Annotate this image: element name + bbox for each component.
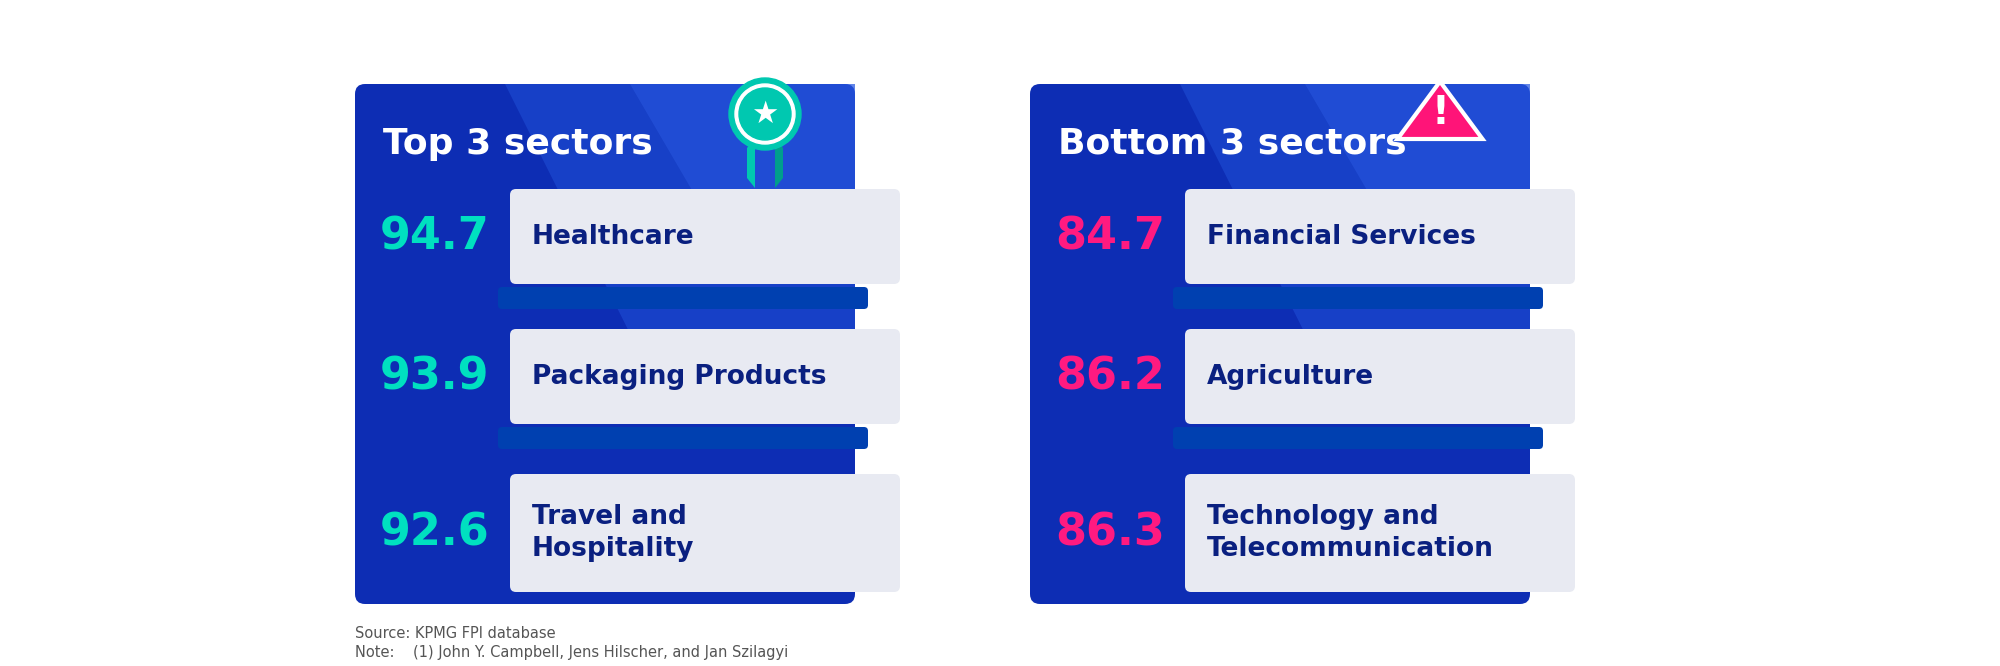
Polygon shape (748, 138, 756, 188)
Text: Technology and
Telecommunication: Technology and Telecommunication (1208, 505, 1494, 561)
FancyBboxPatch shape (510, 474, 900, 592)
Text: Travel and
Hospitality: Travel and Hospitality (532, 505, 694, 561)
FancyBboxPatch shape (1030, 84, 1530, 604)
FancyBboxPatch shape (498, 427, 868, 449)
Text: Source: KPMG FPI database: Source: KPMG FPI database (356, 627, 556, 641)
Polygon shape (1304, 84, 1530, 282)
Polygon shape (1398, 81, 1482, 139)
Text: 93.9: 93.9 (380, 355, 490, 398)
Polygon shape (776, 138, 784, 188)
FancyBboxPatch shape (1172, 427, 1544, 449)
Text: 86.3: 86.3 (1056, 511, 1164, 555)
Polygon shape (630, 84, 856, 282)
Text: Packaging Products: Packaging Products (532, 364, 826, 390)
Text: 92.6: 92.6 (380, 511, 490, 555)
Text: Agriculture: Agriculture (1208, 364, 1374, 390)
FancyBboxPatch shape (1184, 329, 1576, 424)
FancyBboxPatch shape (1172, 287, 1544, 309)
Polygon shape (1180, 84, 1530, 406)
FancyBboxPatch shape (1184, 189, 1576, 284)
Text: Top 3 sectors: Top 3 sectors (384, 127, 652, 161)
FancyBboxPatch shape (510, 189, 900, 284)
FancyBboxPatch shape (356, 84, 856, 604)
Text: Financial Services: Financial Services (1208, 224, 1476, 250)
Text: Bottom 3 sectors: Bottom 3 sectors (1058, 127, 1406, 161)
Text: !: ! (1432, 94, 1448, 132)
Text: ★: ★ (752, 99, 778, 129)
Circle shape (728, 78, 800, 150)
Text: 86.2: 86.2 (1056, 355, 1164, 398)
Text: Note:    (1) John Y. Campbell, Jens Hilscher, and Jan Szilagyi: Note: (1) John Y. Campbell, Jens Hilsche… (356, 645, 788, 659)
FancyBboxPatch shape (1184, 474, 1576, 592)
Circle shape (740, 88, 792, 140)
FancyBboxPatch shape (510, 329, 900, 424)
FancyBboxPatch shape (498, 287, 868, 309)
Circle shape (736, 84, 796, 144)
Text: Healthcare: Healthcare (532, 224, 694, 250)
Text: 94.7: 94.7 (380, 215, 490, 258)
Polygon shape (504, 84, 856, 406)
Text: 84.7: 84.7 (1056, 215, 1164, 258)
